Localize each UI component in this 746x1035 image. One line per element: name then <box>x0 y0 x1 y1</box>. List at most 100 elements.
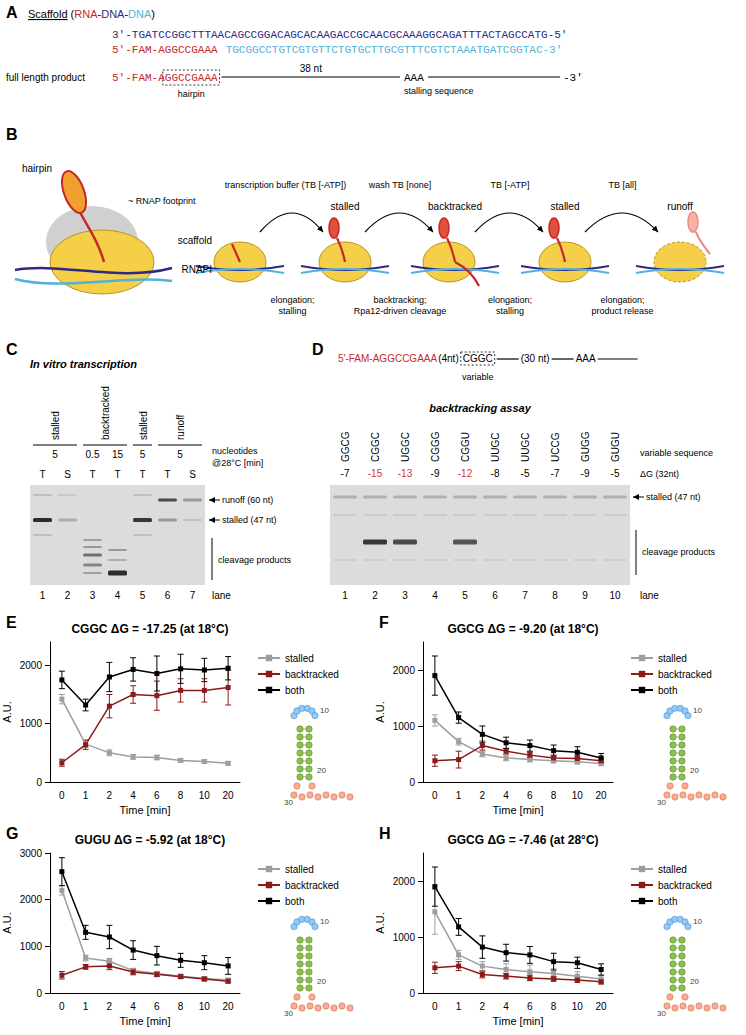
svg-text:8: 8 <box>551 1001 557 1012</box>
svg-text:stalled: stalled <box>50 411 61 440</box>
svg-text:stalled (47 nt): stalled (47 nt) <box>646 492 701 502</box>
svg-text:A.U.: A.U. <box>1 912 13 933</box>
svg-text:20: 20 <box>223 790 235 801</box>
svg-text:-5: -5 <box>611 468 620 479</box>
svg-text:0: 0 <box>409 777 415 788</box>
svg-text:S: S <box>189 469 196 480</box>
svg-text:GUGU: GUGU <box>610 432 621 462</box>
svg-text:7: 7 <box>190 590 196 601</box>
svg-text:T: T <box>139 469 145 480</box>
svg-text:A.U.: A.U. <box>1 701 13 722</box>
svg-text:nucleotides: nucleotides <box>212 446 258 456</box>
svg-text:stalled: stalled <box>285 864 314 875</box>
svg-text:GUGG: GUGG <box>580 431 591 462</box>
svg-text:CGGU: CGGU <box>460 432 471 462</box>
svg-text:full length product: full length product <box>6 72 85 83</box>
svg-text:elongation;: elongation; <box>488 295 532 305</box>
svg-text:F: F <box>379 614 389 631</box>
svg-text:T: T <box>89 469 95 480</box>
svg-text:A: A <box>6 4 18 21</box>
svg-text:20: 20 <box>596 790 608 801</box>
svg-text:6: 6 <box>165 590 171 601</box>
svg-text:6: 6 <box>154 1001 160 1012</box>
svg-text:backtracked: backtracked <box>658 669 712 680</box>
svg-text:(30 nt): (30 nt) <box>521 353 550 364</box>
svg-text:hairpin: hairpin <box>178 89 205 99</box>
svg-text:0: 0 <box>432 1001 438 1012</box>
svg-text:cleavage products: cleavage products <box>218 555 292 565</box>
svg-text:A.U.: A.U. <box>374 912 386 933</box>
svg-text:Time [min]: Time [min] <box>493 804 544 816</box>
svg-text:30: 30 <box>657 798 666 807</box>
svg-text:-7: -7 <box>551 468 560 479</box>
svg-text:6: 6 <box>527 1001 533 1012</box>
svg-text:9: 9 <box>582 590 588 601</box>
svg-text:both: both <box>285 896 304 907</box>
svg-text:T: T <box>39 469 45 480</box>
svg-text:CGGG: CGGG <box>430 431 441 462</box>
svg-text:8: 8 <box>178 1001 184 1012</box>
svg-text:-9: -9 <box>431 468 440 479</box>
svg-text:cleavage products: cleavage products <box>642 547 716 557</box>
svg-text:2000: 2000 <box>393 876 416 887</box>
svg-text:Rpa12-driven cleavage: Rpa12-driven cleavage <box>354 306 447 316</box>
svg-text:backtracking assay: backtracking assay <box>429 402 531 414</box>
svg-text:ΔG (32nt): ΔG (32nt) <box>640 469 679 479</box>
svg-text:stalled: stalled <box>658 653 687 664</box>
svg-text:both: both <box>658 685 677 696</box>
svg-text:backtracking;: backtracking; <box>373 295 426 305</box>
svg-text:5'-FAM-AGGCCGAAA: 5'-FAM-AGGCCGAAA <box>112 72 218 84</box>
svg-text:Time [min]: Time [min] <box>493 1015 544 1027</box>
svg-text:3'-TGATCCGGCTTTAACAGCCGGACAGCA: 3'-TGATCCGGCTTTAACAGCCGGACAGCACAAGACCGCA… <box>112 29 567 41</box>
svg-text:AAA: AAA <box>576 353 596 364</box>
svg-text:CGGC: CGGC <box>370 432 381 462</box>
svg-text:5: 5 <box>140 590 146 601</box>
svg-text:1: 1 <box>40 590 46 601</box>
svg-text:Time [min]: Time [min] <box>120 1015 171 1027</box>
svg-text:~ RNAP footprint: ~ RNAP footprint <box>128 196 196 206</box>
svg-text:B: B <box>6 126 18 143</box>
svg-text:runoff: runoff <box>175 414 186 440</box>
svg-text:2: 2 <box>107 790 113 801</box>
svg-text:(4nt): (4nt) <box>438 353 459 364</box>
svg-text:8: 8 <box>178 790 184 801</box>
svg-text:scaffold: scaffold <box>178 235 212 246</box>
svg-text:0.5: 0.5 <box>86 449 100 460</box>
svg-text:elongation;: elongation; <box>600 295 644 305</box>
svg-text:20: 20 <box>223 1001 235 1012</box>
svg-text:backtracked: backtracked <box>285 669 339 680</box>
svg-text:20: 20 <box>690 977 699 986</box>
svg-text:transcription buffer (TB [-ATP: transcription buffer (TB [-ATP]) <box>225 180 347 190</box>
svg-text:lane: lane <box>212 590 231 601</box>
svg-text:backtracked: backtracked <box>100 386 111 440</box>
svg-text:lane: lane <box>640 590 659 601</box>
svg-text:-8: -8 <box>491 468 500 479</box>
svg-text:A.U.: A.U. <box>374 701 386 722</box>
svg-text:20: 20 <box>690 766 699 775</box>
svg-text:G: G <box>6 825 18 842</box>
svg-text:stalled: stalled <box>658 864 687 875</box>
svg-text:4: 4 <box>130 1001 136 1012</box>
svg-text:GUGU ΔG = -5.92 (at 18°C): GUGU ΔG = -5.92 (at 18°C) <box>75 833 225 847</box>
svg-text:5: 5 <box>462 590 468 601</box>
svg-text:6: 6 <box>527 790 533 801</box>
svg-text:product release: product release <box>591 306 653 316</box>
svg-text:2: 2 <box>107 1001 113 1012</box>
svg-text:TB [all]: TB [all] <box>608 180 636 190</box>
svg-text:2000: 2000 <box>20 660 43 671</box>
svg-text:10: 10 <box>199 1001 211 1012</box>
svg-text:4: 4 <box>503 790 509 801</box>
svg-text:E: E <box>6 614 17 631</box>
svg-text:10: 10 <box>320 706 329 715</box>
svg-text:UUGC: UUGC <box>520 433 531 462</box>
svg-text:both: both <box>285 685 304 696</box>
svg-text:wash TB [none]: wash TB [none] <box>368 180 431 190</box>
svg-text:1: 1 <box>456 1001 462 1012</box>
svg-text:1000: 1000 <box>393 721 416 732</box>
svg-text:stalled (47 nt): stalled (47 nt) <box>222 515 277 525</box>
svg-text:10: 10 <box>199 790 211 801</box>
svg-text:30: 30 <box>284 798 293 807</box>
svg-text:variable: variable <box>462 372 494 382</box>
svg-text:variable sequence: variable sequence <box>640 448 713 458</box>
svg-text:1: 1 <box>342 590 348 601</box>
